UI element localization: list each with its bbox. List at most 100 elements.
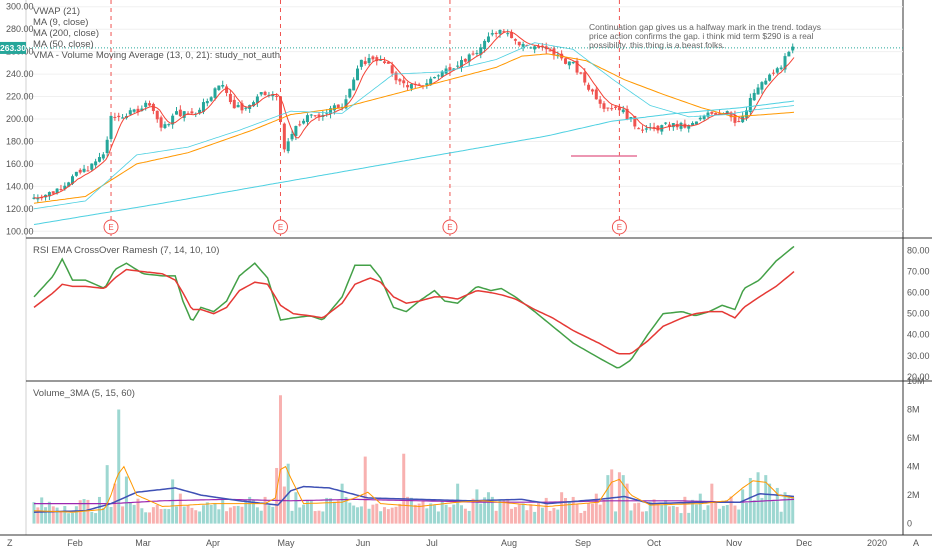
- volume-bar: [463, 508, 467, 524]
- legend-ma50[interactable]: MA (50, close): [33, 39, 94, 50]
- candle-body: [198, 109, 202, 114]
- rsi-legend[interactable]: RSI EMA CrossOver Ramesh (7, 14, 10, 10): [33, 245, 219, 256]
- volume-bar: [155, 504, 159, 524]
- volume-bar: [725, 504, 729, 524]
- candle-body: [329, 108, 333, 114]
- earnings-icon: [103, 219, 119, 235]
- candle-body: [356, 68, 360, 81]
- volume-legend[interactable]: Volume_3MA (5, 15, 60): [33, 388, 135, 399]
- rsi-panel[interactable]: [33, 245, 795, 369]
- ma200-line: [33, 100, 795, 225]
- volume-bar: [186, 505, 190, 524]
- volume-bar: [294, 492, 298, 524]
- candle-body: [74, 171, 78, 176]
- candle-body: [190, 111, 194, 114]
- candle-body: [494, 32, 498, 34]
- volume-bar: [671, 505, 675, 524]
- candle-body: [275, 95, 279, 97]
- candle-body: [221, 85, 225, 87]
- volume-bar: [556, 509, 560, 524]
- price-tick-label: 180.00: [6, 136, 34, 146]
- volume-bar: [494, 510, 498, 524]
- volume-bar: [694, 504, 698, 524]
- legend-ma9[interactable]: MA (9, close): [33, 17, 88, 28]
- candle-body: [51, 191, 55, 194]
- volume-bar: [644, 511, 648, 524]
- earnings-label: E: [278, 223, 283, 232]
- volume-bar: [398, 503, 402, 524]
- volume-bar: [86, 499, 90, 524]
- volume-bar: [691, 499, 695, 524]
- candle-body: [82, 168, 86, 172]
- trade-note[interactable]: Continuation gap gives us a halfway mark…: [589, 22, 821, 50]
- candle-body: [506, 33, 510, 35]
- candle-body: [444, 68, 448, 74]
- volume-bar: [517, 504, 521, 524]
- volume-bar: [379, 511, 383, 524]
- time-axis[interactable]: Feb Mar Apr May Jun Jul Aug Sep Oct Nov Dec 2020: [67, 538, 887, 548]
- legend-vma[interactable]: VMA - Volume Moving Average (13, 0, 21):…: [33, 50, 280, 61]
- volume-bar: [375, 503, 379, 524]
- volume-bar: [748, 477, 752, 524]
- volume-bar: [421, 500, 425, 524]
- volume-bar: [791, 497, 795, 524]
- volume-bar: [498, 499, 502, 524]
- volume-bar: [486, 492, 490, 524]
- legend-vwap[interactable]: VWAP (21): [33, 6, 80, 17]
- volume-bar: [544, 497, 548, 524]
- volume-bar: [617, 472, 621, 524]
- candle-body: [113, 116, 117, 118]
- volume-bar: [683, 496, 687, 524]
- volume-bar: [667, 506, 671, 524]
- candle-body: [563, 58, 567, 64]
- volume-bar: [225, 511, 229, 524]
- candle-body: [748, 97, 752, 113]
- volume-axis[interactable]: 10M 8M 6M 4M 2M 0: [907, 376, 925, 529]
- volume-bar: [460, 505, 463, 524]
- candle-body: [537, 46, 541, 48]
- candle-body: [255, 96, 259, 103]
- volume-bar: [148, 512, 152, 524]
- volume-bar: [687, 512, 691, 524]
- volume-bar: [367, 508, 371, 524]
- candle-body: [67, 182, 71, 187]
- volume-panel[interactable]: [32, 395, 795, 524]
- volume-bar: [560, 492, 564, 524]
- candle-body: [644, 128, 648, 130]
- candle-body: [348, 88, 352, 98]
- rsi-axis[interactable]: 80.00 70.00 60.00 50.00 40.00 30.00 20.00: [907, 246, 930, 382]
- candle-body: [483, 40, 487, 50]
- volume-bar: [787, 495, 791, 524]
- volume-bar: [121, 506, 125, 524]
- corner-auto-scale-button[interactable]: A: [913, 538, 919, 548]
- corner-zoom-button[interactable]: Z: [7, 538, 13, 548]
- volume-bar: [90, 511, 94, 524]
- volume-bar: [171, 479, 175, 524]
- volume-bar: [433, 505, 437, 524]
- candle-body: [282, 123, 286, 150]
- volume-bar: [417, 503, 421, 524]
- volume-bar: [340, 483, 344, 524]
- month-label: Apr: [206, 538, 220, 548]
- candle-body: [406, 85, 410, 88]
- candle-body: [140, 108, 144, 112]
- candle-body: [490, 33, 494, 35]
- month-label: Sep: [575, 538, 591, 548]
- candle-body: [47, 192, 51, 197]
- volume-bar: [479, 503, 483, 524]
- candle-body: [144, 102, 148, 107]
- volume-bar: [228, 507, 232, 524]
- volume-bar: [201, 505, 205, 524]
- price-tag[interactable]: [0, 41, 26, 54]
- volume-bar: [768, 483, 772, 524]
- volume-bar: [240, 506, 244, 524]
- volume-tick-label: 8M: [907, 405, 920, 415]
- ma9-line: [33, 31, 795, 199]
- volume-bar: [305, 500, 309, 524]
- legend-ma200[interactable]: MA (200, close): [33, 28, 99, 39]
- volume-bar: [271, 506, 275, 524]
- candle-body: [205, 101, 209, 104]
- volume-bar: [483, 497, 487, 524]
- candle-body: [278, 96, 282, 123]
- volume-bar: [67, 513, 71, 524]
